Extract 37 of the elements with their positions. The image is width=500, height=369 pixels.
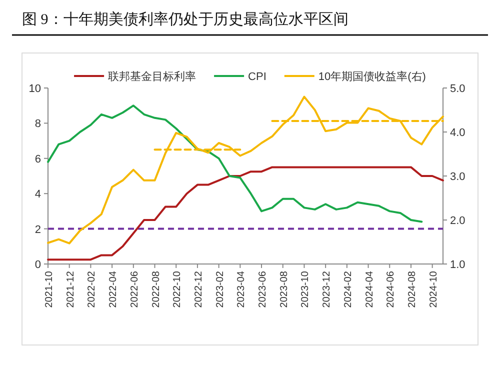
x-tick-label: 2023-02 (214, 270, 226, 308)
y-tick-label: 0 (34, 259, 41, 271)
y-tick-label: 6 (34, 153, 41, 166)
y-tick-label: 10 (28, 83, 41, 95)
y-tick-label: 2 (34, 224, 41, 236)
line-series (47, 166, 444, 261)
legend-label: CPI (248, 71, 266, 83)
x-tick-label: 2023-04 (236, 270, 248, 308)
y2-tick-label: 1.0 (450, 259, 466, 271)
y2-tick-label: 4.0 (450, 127, 466, 139)
x-tick-label: 2024-06 (386, 270, 397, 308)
x-tick-label: 2022-02 (86, 270, 98, 308)
x-tick-label: 2023-12 (322, 270, 333, 308)
x-tick-label: 2021-12 (65, 270, 76, 308)
x-tick-label: 2023-06 (258, 270, 269, 308)
y2-tick-label: 3.0 (450, 171, 466, 183)
x-tick-label: 2022-08 (150, 270, 162, 308)
legend-label: 联邦基金目标利率 (108, 70, 196, 83)
y-tick-label: 8 (34, 118, 41, 130)
y-tick-label: 4 (34, 188, 41, 201)
x-tick-label: 2022-10 (172, 270, 184, 308)
y2-tick-label: 5.0 (450, 83, 466, 95)
x-tick-label: 2024-02 (342, 270, 354, 308)
x-tick-label: 2021-10 (44, 270, 55, 308)
x-tick-label: 2023-08 (278, 270, 290, 308)
x-tick-label: 2023-10 (300, 270, 312, 308)
x-tick-label: 2022-06 (129, 270, 140, 308)
legend-label: 10年期国债收益率(右) (318, 70, 426, 83)
line-series (47, 96, 444, 244)
y2-tick-label: 2.0 (450, 215, 466, 227)
x-tick-label: 2022-12 (193, 270, 204, 308)
x-tick-label: 2024-04 (364, 270, 376, 308)
x-tick-label: 2024-08 (406, 270, 418, 308)
x-tick-label: 2022-04 (108, 270, 120, 308)
line-series (47, 104, 423, 223)
chart-title: 图 9：十年期美债利率仍处于历史最高位水平区间 (22, 11, 348, 28)
x-tick-label: 2024-10 (428, 270, 440, 308)
